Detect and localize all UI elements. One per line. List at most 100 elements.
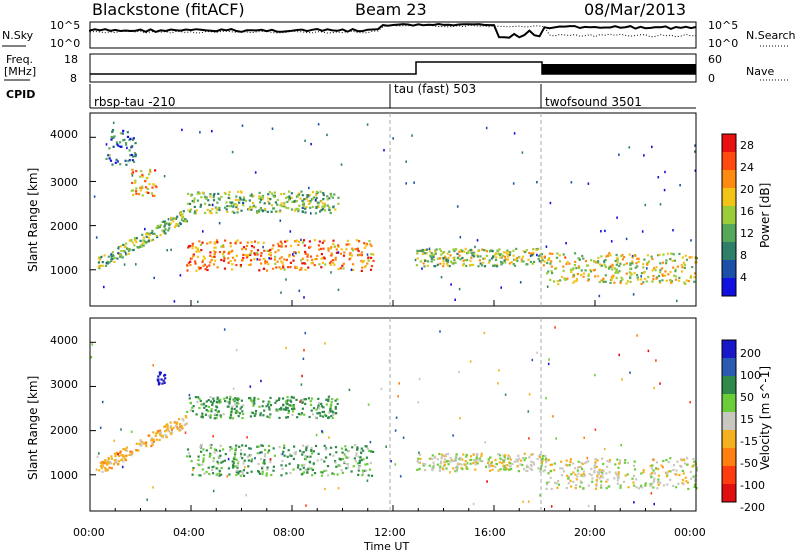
- power-point: [271, 192, 274, 195]
- power-point: [179, 211, 182, 214]
- velocity-point: [334, 412, 338, 415]
- power-point: [227, 193, 231, 196]
- power-point: [327, 247, 330, 250]
- velocity-point: [112, 463, 116, 466]
- velocity-point: [334, 405, 337, 409]
- velocity-point: [215, 405, 218, 408]
- power-point: [522, 250, 525, 253]
- velocity-point: [306, 471, 309, 474]
- velocity-point: [644, 484, 647, 487]
- velocity-point: [107, 462, 110, 465]
- power-point: [342, 254, 346, 257]
- power-point: [357, 249, 360, 253]
- velocity-point: [665, 475, 668, 478]
- power-point: [633, 272, 636, 275]
- power-point: [273, 258, 276, 261]
- velocity-point: [292, 404, 295, 407]
- power-point: [614, 271, 617, 274]
- power-point: [198, 268, 201, 271]
- power-point: [551, 252, 554, 255]
- velocity-point: [608, 458, 612, 462]
- power-point: [134, 179, 137, 182]
- power-point: [321, 241, 324, 244]
- velocity-point: [691, 465, 694, 468]
- velocity-point: [454, 470, 457, 473]
- power-point: [192, 255, 195, 258]
- power-point: [328, 197, 331, 200]
- velocity-point: [438, 469, 441, 472]
- velocity-point: [565, 459, 568, 462]
- power-point: [224, 239, 227, 242]
- power-point: [568, 262, 571, 265]
- velocity-point: [659, 481, 662, 484]
- power-point: [439, 262, 442, 265]
- velocity-point: [527, 410, 530, 413]
- power-point: [618, 270, 621, 273]
- power-cbar-tick: 12: [740, 227, 754, 240]
- velocity-point: [334, 460, 337, 463]
- velocity-point: [283, 444, 286, 447]
- power-point: [618, 153, 620, 156]
- power-point: [153, 276, 155, 280]
- power-point: [543, 255, 546, 258]
- velocity-point: [466, 467, 469, 470]
- power-point: [141, 173, 144, 176]
- velocity-point: [516, 465, 519, 468]
- power-colorbar-segment: [722, 188, 736, 207]
- velocity-point: [158, 429, 162, 432]
- velocity-point: [248, 454, 251, 457]
- power-point: [242, 201, 245, 204]
- velocity-point: [656, 487, 659, 490]
- power-point: [297, 210, 300, 213]
- power-point: [598, 281, 601, 284]
- velocity-point: [218, 474, 221, 477]
- velocity-point: [327, 411, 331, 414]
- power-point: [282, 266, 285, 269]
- power-point: [504, 251, 507, 254]
- power-point: [640, 272, 644, 275]
- velocity-point: [98, 469, 101, 472]
- power-point: [566, 277, 569, 280]
- velocity-point: [547, 472, 550, 475]
- velocity-point: [257, 397, 260, 401]
- power-point: [182, 219, 185, 223]
- velocity-point: [582, 487, 585, 490]
- power-point: [605, 255, 608, 258]
- velocity-point: [265, 472, 268, 475]
- power-point: [307, 202, 311, 206]
- velocity-point: [539, 455, 542, 459]
- velocity-point: [310, 446, 313, 450]
- power-point: [598, 294, 601, 298]
- velocity-point: [250, 470, 253, 473]
- power-cbar-tick: 8: [740, 249, 747, 262]
- power-point: [520, 258, 523, 261]
- power-point: [111, 130, 114, 133]
- velocity-point: [253, 396, 256, 399]
- velocity-point: [238, 412, 241, 415]
- power-point: [267, 253, 271, 256]
- power-point: [141, 186, 144, 189]
- power-point: [213, 259, 217, 262]
- power-point: [261, 196, 264, 199]
- velocity-point: [529, 463, 532, 466]
- power-point: [153, 194, 156, 197]
- power-panel-frame: [89, 112, 697, 307]
- power-point: [669, 270, 672, 274]
- power-point: [128, 149, 131, 152]
- power-point: [313, 264, 316, 267]
- velocity-point: [561, 467, 564, 470]
- power-point: [502, 254, 505, 257]
- velocity-point: [417, 461, 420, 464]
- velocity-point: [296, 416, 299, 419]
- power-point: [445, 259, 448, 262]
- power-point: [498, 248, 501, 251]
- power-point: [348, 253, 352, 256]
- power-point: [516, 259, 519, 262]
- power-point: [363, 265, 367, 269]
- velocity-point: [459, 417, 461, 420]
- velocity-point: [320, 402, 323, 405]
- velocity-point: [284, 400, 288, 403]
- power-point: [148, 183, 151, 186]
- power-point: [107, 154, 110, 157]
- power-point: [211, 203, 214, 207]
